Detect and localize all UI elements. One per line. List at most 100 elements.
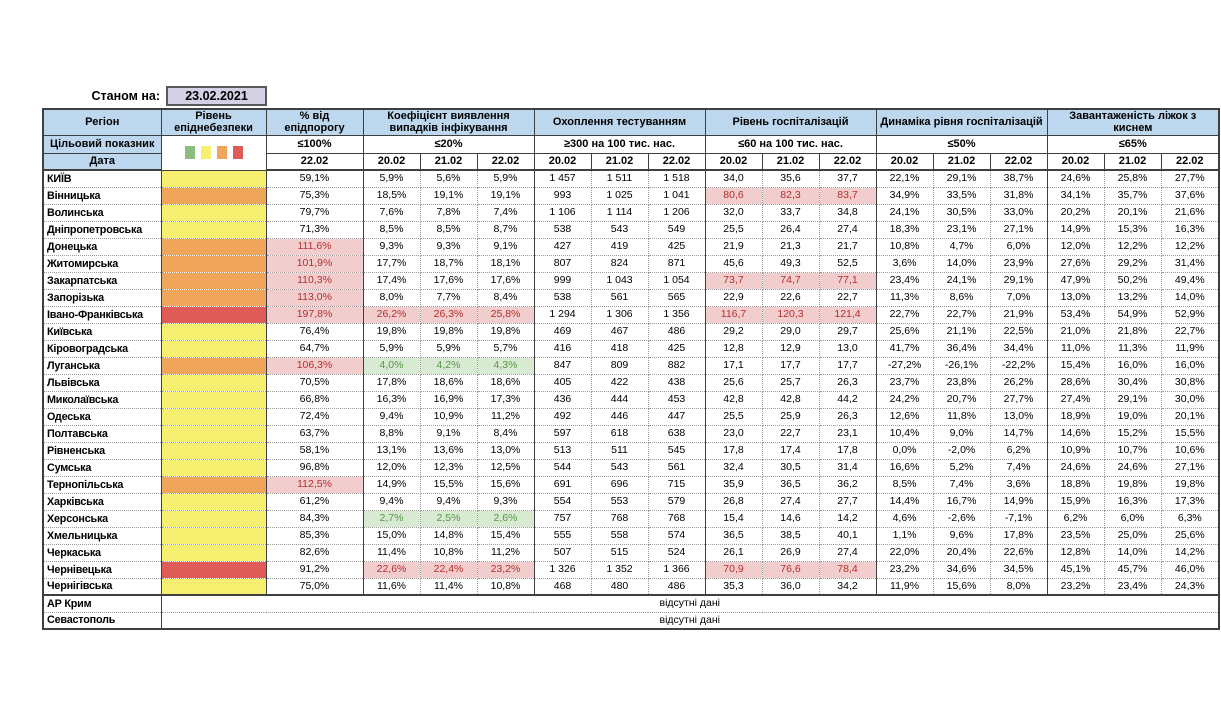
hospitalization-dynamics-cell: 34,6% <box>932 560 991 579</box>
epidemic-level-cell <box>160 373 267 392</box>
region-name: Волинська <box>43 203 162 222</box>
group-header: Динаміка рівня госпіталізацій <box>875 108 1048 136</box>
oxygen-beds-cell: 19,8% <box>1103 475 1162 494</box>
hospitalization-level-cell: 17,7 <box>818 356 877 375</box>
testing-coverage-cell: 436 <box>533 390 592 409</box>
region-row: Миколаївська 66,8% 16,3% 16,9% 17,3% 436 444 45… <box>43 390 1220 409</box>
hospitalization-level-cell: 27,4 <box>761 492 820 511</box>
oxygen-beds-cell: 27,1% <box>1160 458 1220 477</box>
date-value: 22.02 <box>818 152 877 172</box>
region-row: Івано-Франківська 197,8% 26,2% 26,3% 25,8% 1 … <box>43 305 1220 324</box>
oxygen-beds-cell: 27,6% <box>1046 254 1105 273</box>
hospitalization-dynamics-cell: 36,4% <box>932 339 991 358</box>
testing-coverage-cell: 425 <box>647 237 706 256</box>
detection-rate-cell: 8,5% <box>419 220 478 239</box>
epi-threshold-cell: 61,2% <box>265 492 364 511</box>
region-row: Полтавська 63,7% 8,8% 9,1% 8,4% 597 618 638 23,0… <box>43 424 1220 443</box>
hospitalization-dynamics-cell: 3,6% <box>875 254 934 273</box>
hospitalization-dynamics-cell: -26,1% <box>932 356 991 375</box>
hospitalization-level-cell: 17,4 <box>761 441 820 460</box>
hospitalization-dynamics-cell: 34,4% <box>989 339 1048 358</box>
hospitalization-level-cell: 80,6 <box>704 186 763 205</box>
detection-rate-cell: 13,1% <box>362 441 421 460</box>
oxygen-beds-cell: 6,0% <box>1103 509 1162 528</box>
hospitalization-level-cell: 26,8 <box>704 492 763 511</box>
testing-coverage-cell: 1 114 <box>590 203 649 222</box>
region-name: Севастополь <box>43 611 162 630</box>
region-row: Закарпатська 110,3% 17,4% 17,6% 17,6% 999 1 04… <box>43 271 1220 290</box>
testing-coverage-cell: 1 457 <box>533 169 592 188</box>
detection-rate-cell: 15,6% <box>476 475 535 494</box>
epidemic-level-cell <box>160 322 267 341</box>
hospitalization-dynamics-cell: 31,8% <box>989 186 1048 205</box>
oxygen-beds-cell: 16,3% <box>1103 492 1162 511</box>
detection-rate-cell: 10,8% <box>419 543 478 562</box>
hospitalization-level-cell: 38,5 <box>761 526 820 545</box>
oxygen-beds-cell: 12,2% <box>1103 237 1162 256</box>
epi-threshold-cell: 76,4% <box>265 322 364 341</box>
hospitalization-dynamics-cell: 22,1% <box>875 169 934 188</box>
oxygen-beds-cell: 31,4% <box>1160 254 1220 273</box>
hospitalization-level-cell: 49,3 <box>761 254 820 273</box>
hospitalization-dynamics-cell: 7,4% <box>932 475 991 494</box>
oxygen-beds-cell: 21,8% <box>1103 322 1162 341</box>
epi-threshold-cell: 110,3% <box>265 271 364 290</box>
hospitalization-dynamics-cell: 14,4% <box>875 492 934 511</box>
oxygen-beds-cell: 11,9% <box>1160 339 1220 358</box>
detection-rate-cell: 17,3% <box>476 390 535 409</box>
hospitalization-level-cell: 77,1 <box>818 271 877 290</box>
detection-rate-cell: 2,6% <box>476 509 535 528</box>
danger-level-legend <box>160 134 267 171</box>
oxygen-beds-cell: 24,6% <box>1046 458 1105 477</box>
epidemic-level-cell <box>160 407 267 426</box>
oxygen-beds-cell: 24,6% <box>1103 458 1162 477</box>
testing-coverage-cell: 1 356 <box>647 305 706 324</box>
region-row: Харківська 61,2% 9,4% 9,4% 9,3% 554 553 579 26,8… <box>43 492 1220 511</box>
epi-threshold-cell: 75,0% <box>265 577 364 596</box>
hospitalization-level-cell: 25,5 <box>704 407 763 426</box>
epidemic-level-cell <box>160 220 267 239</box>
testing-coverage-cell: 691 <box>533 475 592 494</box>
hospitalization-dynamics-cell: 16,6% <box>875 458 934 477</box>
detection-rate-cell: 5,9% <box>362 339 421 358</box>
oxygen-beds-cell: 50,2% <box>1103 271 1162 290</box>
hospitalization-dynamics-cell: 24,1% <box>932 271 991 290</box>
testing-coverage-cell: 1 306 <box>590 305 649 324</box>
hospitalization-level-cell: 82,3 <box>761 186 820 205</box>
hospitalization-level-cell: 26,4 <box>761 220 820 239</box>
oxygen-beds-cell: 13,2% <box>1103 288 1162 307</box>
testing-coverage-cell: 1 511 <box>590 169 649 188</box>
oxygen-beds-cell: 45,1% <box>1046 560 1105 579</box>
epi-threshold-cell: 63,7% <box>265 424 364 443</box>
testing-coverage-cell: 579 <box>647 492 706 511</box>
hospitalization-level-cell: 21,9 <box>704 237 763 256</box>
region-name: Тернопільська <box>43 475 162 494</box>
oxygen-beds-cell: 19,0% <box>1103 407 1162 426</box>
hospitalization-level-cell: 25,5 <box>704 220 763 239</box>
detection-rate-cell: 9,3% <box>362 237 421 256</box>
oxygen-beds-cell: 13,0% <box>1046 288 1105 307</box>
hospitalization-level-cell: 26,3 <box>818 373 877 392</box>
hospitalization-dynamics-cell: 22,0% <box>875 543 934 562</box>
detection-rate-cell: 15,4% <box>476 526 535 545</box>
hospitalization-dynamics-cell: 6,0% <box>989 237 1048 256</box>
detection-rate-cell: 18,6% <box>476 373 535 392</box>
detection-rate-cell: 22,6% <box>362 560 421 579</box>
testing-coverage-cell: 554 <box>533 492 592 511</box>
oxygen-beds-cell: 20,2% <box>1046 203 1105 222</box>
testing-coverage-cell: 993 <box>533 186 592 205</box>
red-level-swatch <box>232 146 243 160</box>
hospitalization-dynamics-cell: 8,0% <box>989 577 1048 596</box>
hospitalization-dynamics-cell: 29,1% <box>989 271 1048 290</box>
region-name: Закарпатська <box>43 271 162 290</box>
region-name: Полтавська <box>43 424 162 443</box>
detection-rate-cell: 15,0% <box>362 526 421 545</box>
no-data-cell: відсутні дані <box>160 594 1220 613</box>
testing-coverage-cell: 768 <box>590 509 649 528</box>
region-row: Рівненська 58,1% 13,1% 13,6% 13,0% 513 511 545 1… <box>43 441 1220 460</box>
detection-rate-cell: 5,6% <box>419 169 478 188</box>
group-header: Завантаженість ліжок з киснем <box>1046 108 1220 136</box>
hospitalization-dynamics-cell: 13,0% <box>989 407 1048 426</box>
hospitalization-dynamics-cell: 26,2% <box>989 373 1048 392</box>
hospitalization-level-cell: 26,3 <box>818 407 877 426</box>
